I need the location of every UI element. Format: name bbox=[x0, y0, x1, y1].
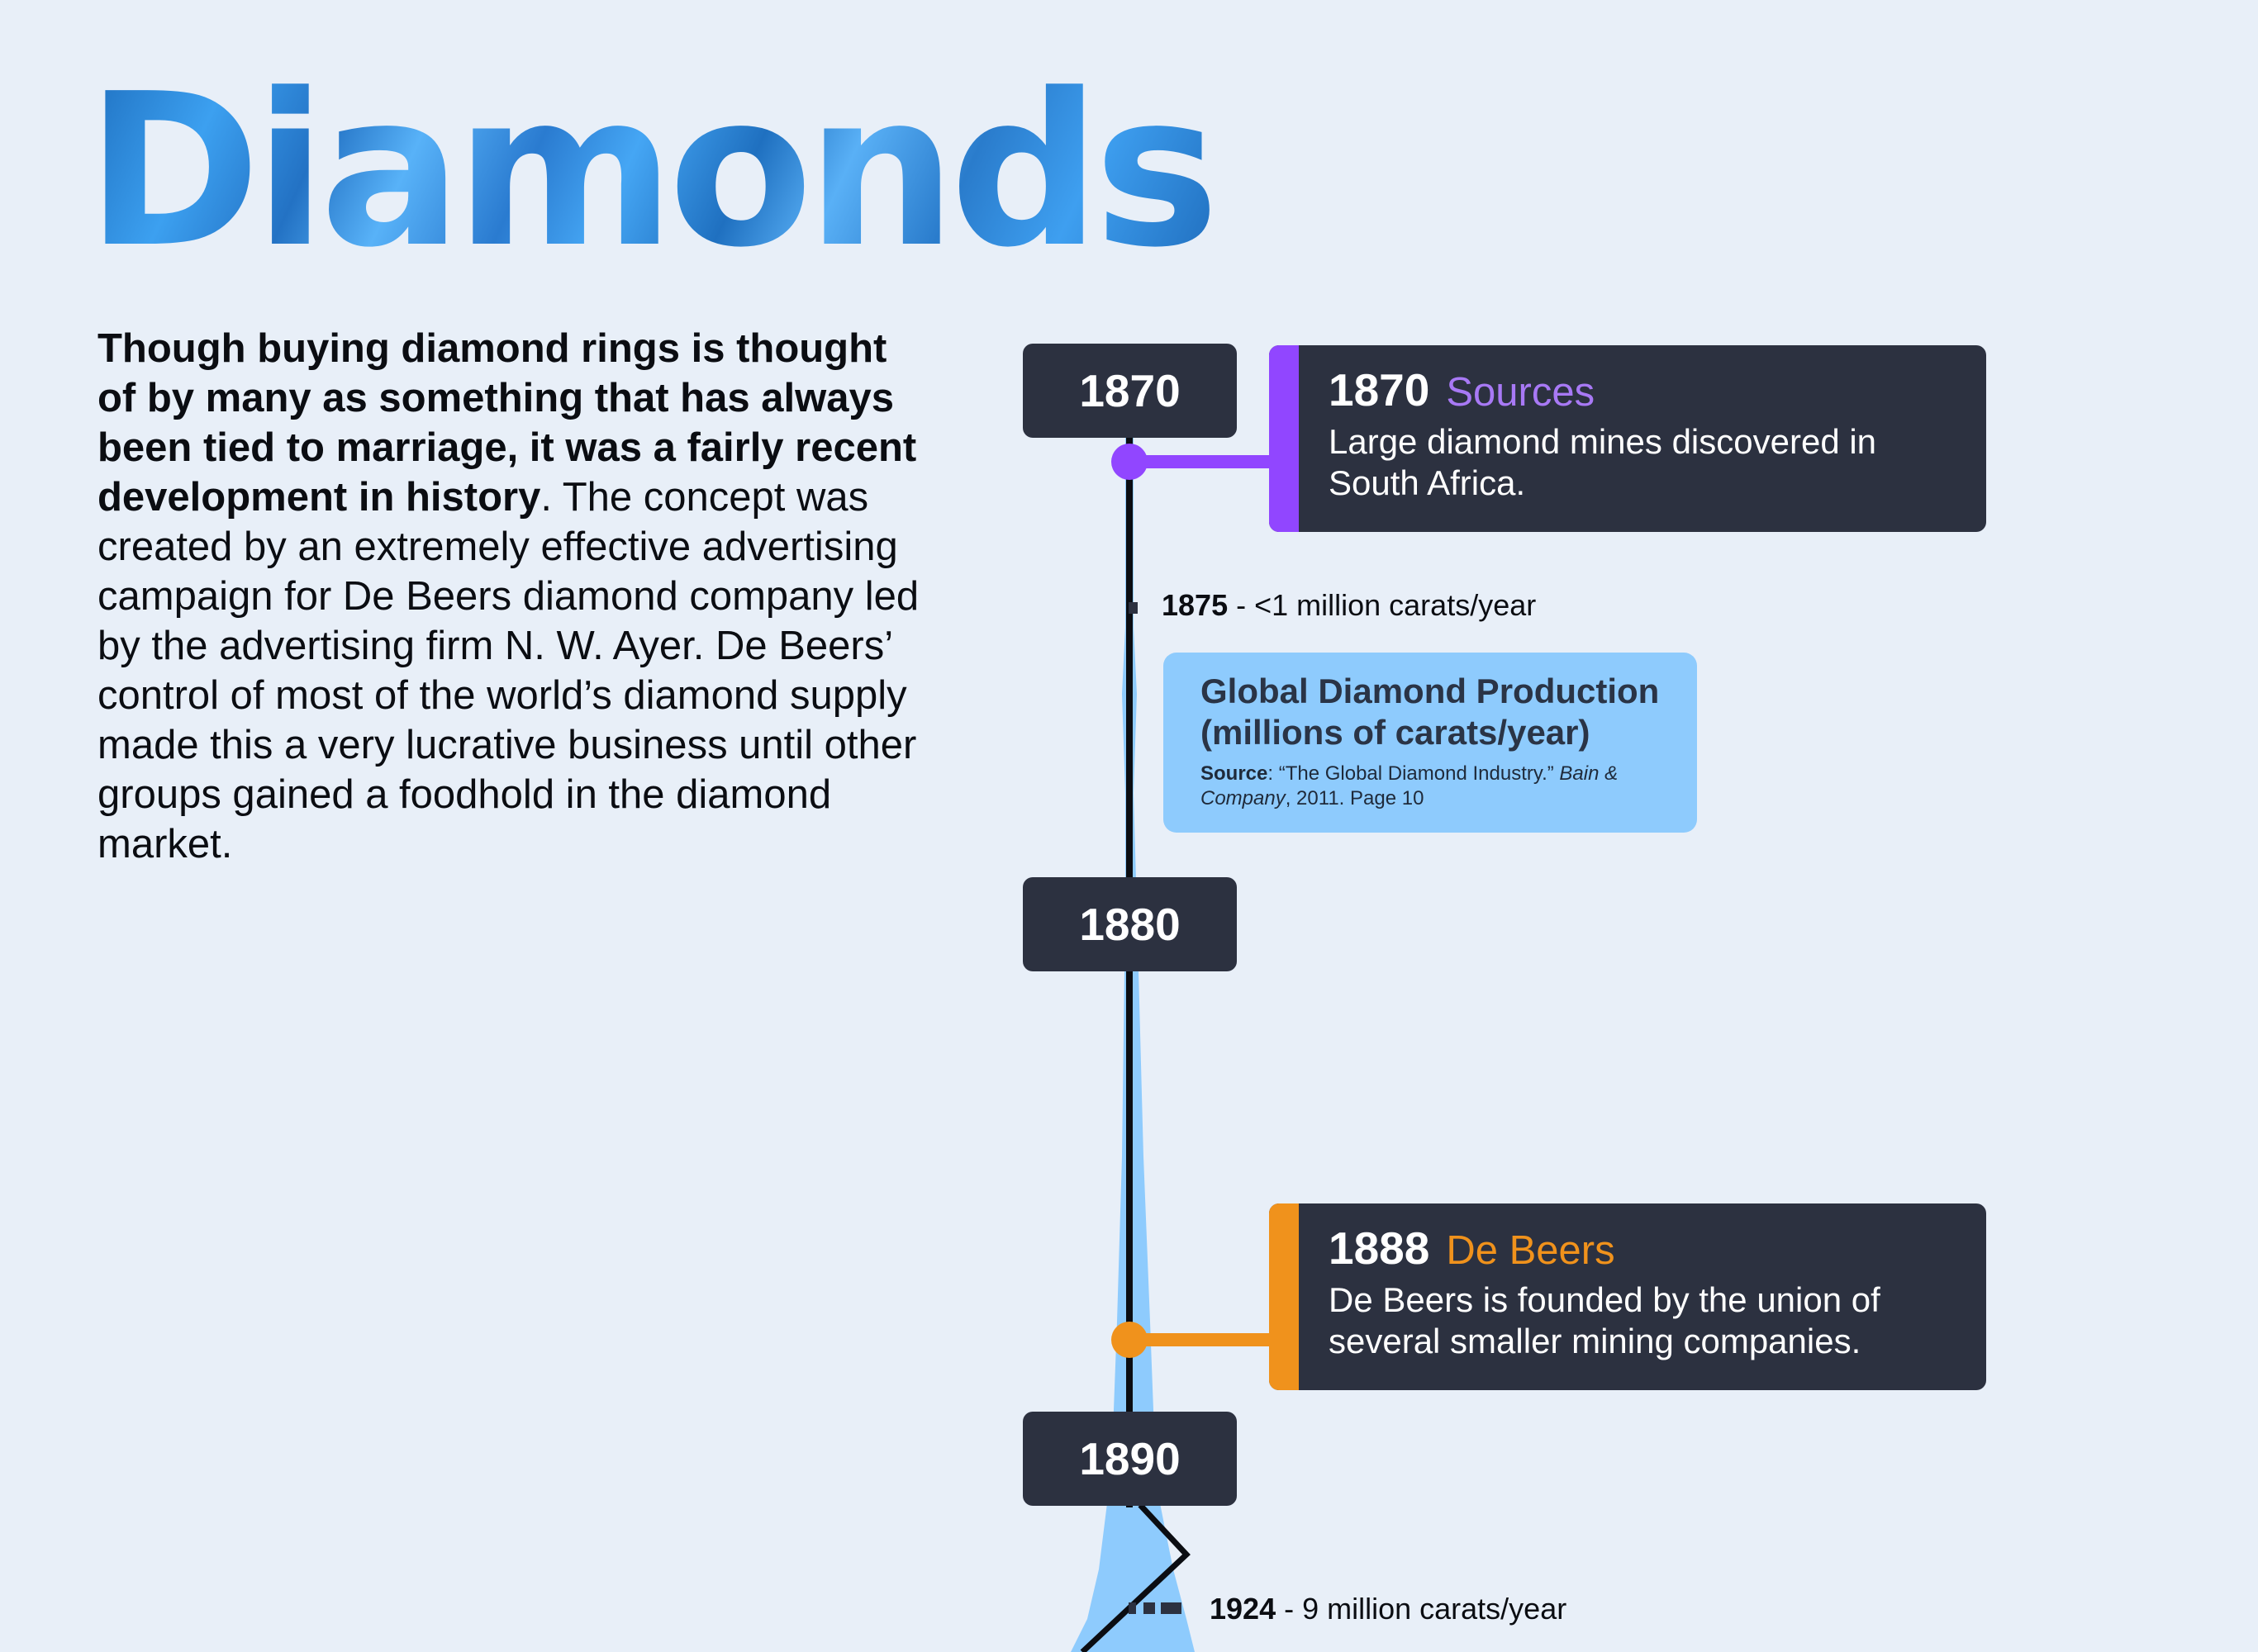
tick-1924-a bbox=[1129, 1602, 1136, 1614]
event-heading: 1888 De Beers bbox=[1329, 1222, 1615, 1275]
production-legend-card: Global Diamond Production (millions of c… bbox=[1163, 653, 1697, 833]
intro-rest-text: The concept was created by an extremely … bbox=[97, 475, 920, 866]
tick-1924-d bbox=[1167, 1602, 1181, 1614]
timeline-zigzag bbox=[1080, 1502, 1191, 1652]
source-publisher: Bain & Company bbox=[1200, 762, 1619, 809]
year-label-1870: 1870 bbox=[1023, 344, 1237, 438]
event-heading: 1870 Sources bbox=[1329, 363, 1595, 416]
event-description: De Beers is founded by the union of seve… bbox=[1329, 1280, 1880, 1360]
legend-source: Source: “The Global Diamond Industry.” B… bbox=[1200, 762, 1680, 811]
note-year: 1875 bbox=[1162, 588, 1229, 622]
year-label-1880: 1880 bbox=[1023, 877, 1237, 971]
page-title: Diamonds bbox=[86, 49, 1219, 294]
event-topic: De Beers bbox=[1446, 1228, 1615, 1273]
event-description: Large diamond mines discovered in South … bbox=[1329, 422, 1877, 502]
marker-1888 bbox=[1111, 1322, 1148, 1358]
note-text: - 9 million carats/year bbox=[1276, 1592, 1567, 1626]
event-topic: Sources bbox=[1446, 370, 1595, 415]
event-stripe bbox=[1269, 1203, 1299, 1390]
event-year: 1870 bbox=[1329, 364, 1430, 415]
production-note-1924: 1924 - 9 million carats/year bbox=[1210, 1592, 1566, 1626]
intro-bold-text: Though buying diamond rings is thought o… bbox=[97, 326, 917, 520]
production-note-1875: 1875 - <1 million carats/year bbox=[1162, 588, 1536, 623]
source-tail: , 2011. Page 10 bbox=[1285, 787, 1424, 809]
note-year: 1924 bbox=[1210, 1592, 1276, 1626]
note-text: - <1 million carats/year bbox=[1228, 588, 1537, 622]
event-card-1888: 1888 De Beers De Beers is founded by the … bbox=[1269, 1203, 1986, 1390]
source-text: : “The Global Diamond Industry.” bbox=[1267, 762, 1560, 785]
marker-1870 bbox=[1111, 444, 1148, 480]
event-card-1870: 1870 Sources Large diamond mines discover… bbox=[1269, 345, 1986, 532]
intro-bold-end: . bbox=[540, 475, 552, 520]
tick-1924-b bbox=[1143, 1602, 1155, 1614]
tick-1875 bbox=[1129, 602, 1138, 614]
event-year: 1888 bbox=[1329, 1222, 1430, 1274]
intro-paragraph: Though buying diamond rings is thought o… bbox=[97, 324, 932, 869]
year-label-1890: 1890 bbox=[1023, 1412, 1237, 1506]
source-label: Source bbox=[1200, 762, 1268, 785]
legend-title: Global Diamond Production (millions of c… bbox=[1200, 672, 1660, 752]
event-stripe bbox=[1269, 345, 1299, 532]
